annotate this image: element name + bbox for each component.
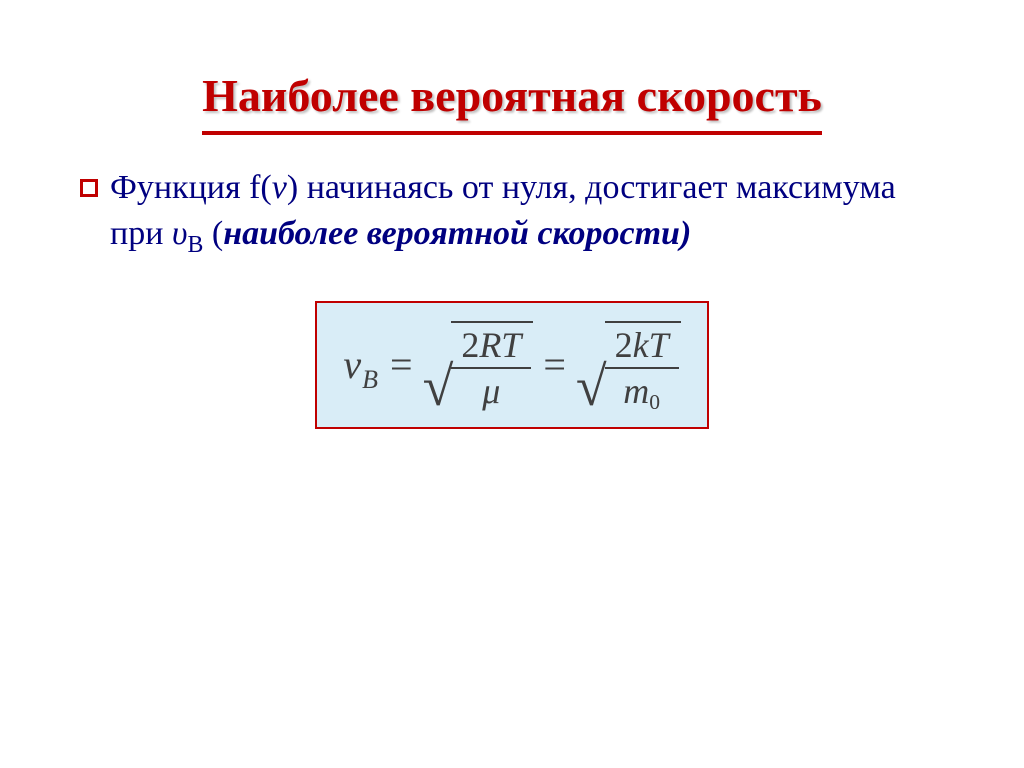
num-2: 2kT	[611, 327, 673, 367]
fn-close: )	[287, 169, 298, 206]
radicand-1: 2RT μ	[451, 321, 533, 409]
emph1: наиболее вероятн	[223, 215, 493, 252]
bullet-row: Функция f(v) начинаясь от нуля, достигае…	[80, 165, 944, 261]
equals-2: =	[543, 341, 566, 388]
den2-sub: 0	[649, 390, 660, 414]
den-1: μ	[451, 367, 531, 409]
formula-wrap: vВ = √ 2RT μ	[80, 301, 944, 429]
text-pre: Функция	[110, 169, 249, 206]
den-2: m0	[605, 367, 679, 409]
frac-1: 2RT μ	[457, 327, 525, 409]
title-wrap: Наиболее вероятная скорость	[0, 0, 1024, 135]
fn-f: f(	[249, 169, 272, 206]
paren-close: )	[680, 215, 691, 252]
paren-open: (	[203, 215, 223, 252]
slide: Наиболее вероятная скорость Функция f(v)…	[0, 0, 1024, 768]
num1-RT: RT	[479, 325, 521, 365]
num2-kT: kT	[633, 325, 669, 365]
radicand-2: 2kT m0	[605, 321, 681, 409]
equals-1: =	[390, 341, 413, 388]
radical-icon: √	[423, 362, 454, 412]
formula-box: vВ = √ 2RT μ	[315, 301, 708, 429]
num-1: 2RT	[457, 327, 525, 367]
num2-2: 2	[615, 325, 633, 365]
bullet-icon	[80, 179, 98, 197]
sym-sub: В	[188, 232, 204, 258]
den1-mu: μ	[482, 371, 500, 411]
slide-body: Функция f(v) начинаясь от нуля, достигае…	[0, 135, 1024, 429]
sqrt-1: √ 2RT μ	[423, 321, 534, 409]
num1-2: 2	[461, 325, 479, 365]
fn-arg: v	[272, 169, 287, 206]
var-v-sub: В	[362, 365, 378, 395]
var-vB: vВ	[343, 341, 378, 388]
emph2-tail: и	[661, 215, 680, 252]
emph2: скорост	[529, 215, 661, 252]
radical-icon: √	[576, 362, 607, 412]
sqrt-2: √ 2kT m0	[576, 321, 681, 409]
emph1-tail: ой	[493, 215, 529, 252]
slide-title: Наиболее вероятная скорость	[202, 70, 822, 135]
frac-2: 2kT m0	[611, 327, 673, 409]
paragraph: Функция f(v) начинаясь от нуля, достигае…	[110, 165, 944, 261]
sym-u: υ	[172, 215, 188, 252]
var-v: v	[343, 341, 361, 388]
formula: vВ = √ 2RT μ	[343, 321, 680, 409]
den2-m: m	[623, 371, 649, 411]
